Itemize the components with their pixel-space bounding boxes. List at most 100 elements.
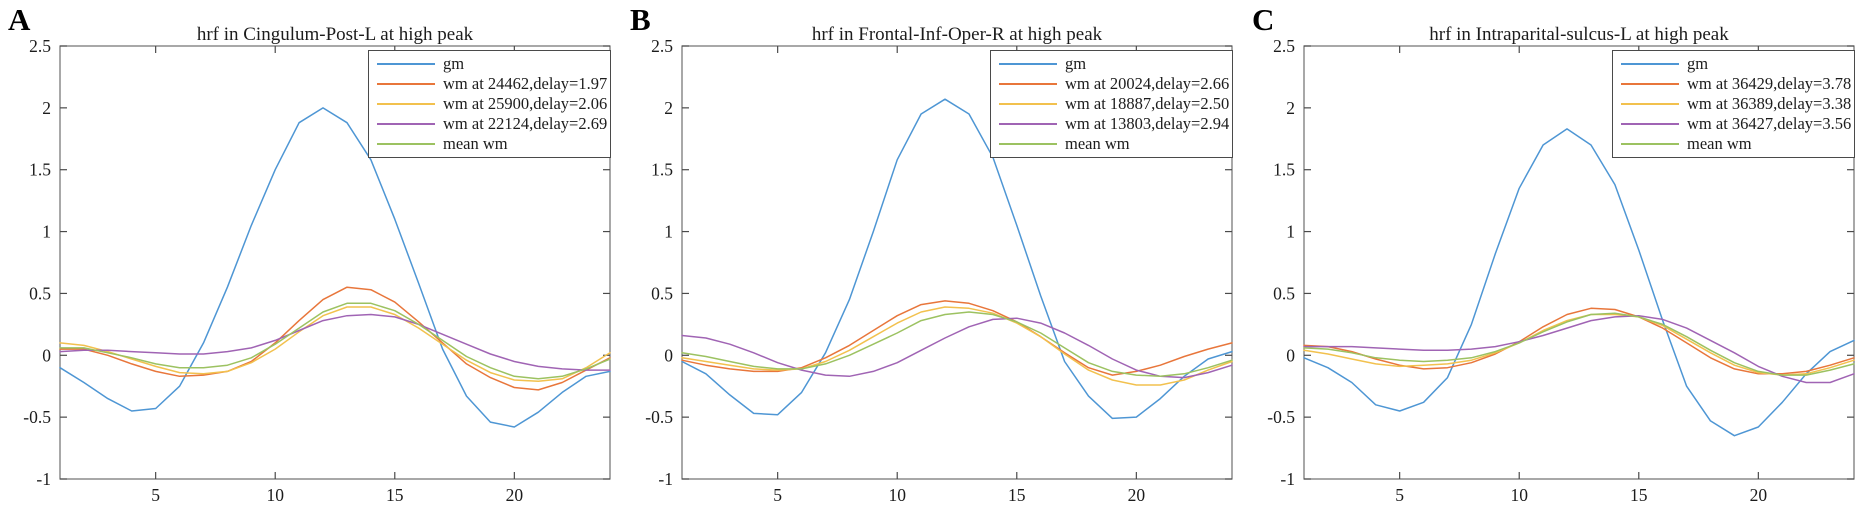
legend-line-sample (999, 123, 1057, 125)
legend-label: gm (1065, 54, 1087, 73)
legend-label: wm at 22124,delay=2.69 (443, 114, 608, 133)
legend-label: mean wm (1065, 134, 1130, 153)
legend-label: gm (443, 54, 465, 73)
x-tick-label: 5 (773, 485, 782, 505)
legend-label: mean wm (443, 134, 508, 153)
x-axis: 5 10 15 20 (1395, 46, 1767, 505)
y-tick-label: -1 (658, 469, 673, 489)
legend-item-wm-at-36427-delay-3-56: wm at 36427,delay=3.56 (1613, 114, 1854, 134)
y-tick-label: 0 (42, 345, 51, 365)
y-tick-label: 2 (42, 98, 51, 118)
y-tick-label: -1 (1280, 469, 1295, 489)
y-tick-label: 1.5 (29, 160, 51, 180)
y-tick-label: -1 (36, 469, 51, 489)
legend-label: wm at 20024,delay=2.66 (1065, 74, 1230, 93)
legend-line-sample (999, 103, 1057, 105)
y-tick-label: 1 (664, 222, 673, 242)
y-tick-label: 1.5 (651, 160, 673, 180)
series-gm (59, 107, 611, 428)
legend-item-gm: gm (991, 54, 1232, 74)
x-tick-label: 15 (386, 485, 404, 505)
panel-letter-b: B (630, 2, 651, 37)
x-tick-label: 10 (266, 485, 284, 505)
panel-letter-c: C (1252, 2, 1275, 37)
legend-item-wm-at-24462-delay-1-97: wm at 24462,delay=1.97 (369, 74, 610, 94)
panel-letter-a: A (8, 2, 31, 37)
legend-item-gm: gm (1613, 54, 1854, 74)
series-wm-at-24462-delay-1-97 (59, 286, 611, 391)
x-axis: 5 10 15 20 (151, 46, 523, 505)
legend-b: gm wm at 20024,delay=2.66 wm at 18887,dela… (990, 50, 1233, 158)
series-wm-at-22124-delay-2-69 (59, 313, 611, 371)
y-tick-label: 0 (664, 345, 673, 365)
legend-label: wm at 36427,delay=3.56 (1687, 114, 1852, 133)
y-tick-label: 2.5 (29, 36, 51, 56)
y-tick-label: 1 (1286, 222, 1295, 242)
legend-line-sample (1621, 123, 1679, 125)
y-tick-label: 2.5 (1273, 36, 1295, 56)
series-mean-wm (1303, 312, 1855, 376)
panel-b: B hrf in Frontal-Inf-Oper-R at high peak… (622, 0, 1244, 508)
y-tick-label: 0 (1286, 345, 1295, 365)
legend-item-wm-at-18887-delay-2-50: wm at 18887,delay=2.50 (991, 94, 1232, 114)
legend-item-wm-at-22124-delay-2-69: wm at 22124,delay=2.69 (369, 114, 610, 134)
plot-area-c: 5 10 15 20 -1 -0.5 0 0.5 1 1.5 2 2.5 (1267, 36, 1855, 505)
x-tick-label: 10 (888, 485, 906, 505)
series-wm-at-18887-delay-2-50 (681, 306, 1233, 386)
legend-item-wm-at-36389-delay-3-38: wm at 36389,delay=3.38 (1613, 94, 1854, 114)
legend-line-sample (999, 63, 1057, 65)
y-tick-label: -0.5 (23, 407, 51, 427)
y-axis: -1 -0.5 0 0.5 1 1.5 2 2.5 (23, 36, 610, 489)
series-wm-at-36427-delay-3-56 (1303, 314, 1855, 384)
legend-line-sample (1621, 63, 1679, 65)
series-gm (681, 98, 1233, 420)
y-tick-label: 2.5 (651, 36, 673, 56)
legend-line-sample (377, 83, 435, 85)
axes-frame (681, 45, 1233, 480)
legend-line-sample (1621, 83, 1679, 85)
plot-area-a: 5 10 15 20 -1 -0.5 0 0.5 1 1.5 2 2.5 (23, 36, 611, 505)
x-tick-label: 15 (1630, 485, 1648, 505)
x-tick-label: 20 (1128, 485, 1146, 505)
series-wm-at-13803-delay-2-94 (681, 317, 1233, 379)
legend-label: wm at 25900,delay=2.06 (443, 94, 608, 113)
legend-line-sample (1621, 103, 1679, 105)
axes-frame (1303, 45, 1855, 480)
x-tick-label: 20 (506, 485, 524, 505)
panel-c: C hrf in Intraparital-sulcus-L at high p… (1244, 0, 1866, 508)
y-axis: -1 -0.5 0 0.5 1 1.5 2 2.5 (645, 36, 1232, 489)
x-tick-label: 20 (1750, 485, 1768, 505)
legend-a: gm wm at 24462,delay=1.97 wm at 25900,dela… (368, 50, 611, 158)
series-mean-wm (59, 302, 611, 380)
axes-frame (59, 45, 611, 480)
series-wm-at-36429-delay-3-78 (1303, 307, 1855, 375)
legend-item-mean-wm: mean wm (991, 134, 1232, 154)
y-tick-label: 0.5 (1273, 283, 1295, 303)
legend-line-sample (1621, 143, 1679, 145)
chart-title-a: hrf in Cingulum-Post-L at high peak (196, 24, 474, 45)
y-tick-label: 1 (42, 222, 51, 242)
legend-label: wm at 24462,delay=1.97 (443, 74, 608, 93)
y-tick-label: -0.5 (645, 407, 673, 427)
y-tick-label: 1.5 (1273, 160, 1295, 180)
legend-label: mean wm (1687, 134, 1752, 153)
legend-line-sample (377, 63, 435, 65)
legend-item-wm-at-36429-delay-3-78: wm at 36429,delay=3.78 (1613, 74, 1854, 94)
legend-line-sample (377, 143, 435, 145)
chart-title-c: hrf in Intraparital-sulcus-L at high pea… (1429, 24, 1729, 45)
legend-item-wm-at-25900-delay-2-06: wm at 25900,delay=2.06 (369, 94, 610, 114)
x-tick-label: 10 (1510, 485, 1528, 505)
x-tick-label: 15 (1008, 485, 1026, 505)
y-tick-label: 0.5 (651, 283, 673, 303)
legend-item-wm-at-13803-delay-2-94: wm at 13803,delay=2.94 (991, 114, 1232, 134)
series-wm-at-25900-delay-2-06 (59, 306, 611, 383)
legend-c: gm wm at 36429,delay=3.78 wm at 36389,dela… (1612, 50, 1855, 158)
chart-title-b: hrf in Frontal-Inf-Oper-R at high peak (811, 24, 1103, 45)
series-mean-wm (681, 311, 1233, 378)
legend-label: wm at 18887,delay=2.50 (1065, 94, 1230, 113)
legend-label: wm at 36429,delay=3.78 (1687, 74, 1852, 93)
plot-area-b: 5 10 15 20 -1 -0.5 0 0.5 1 1.5 2 2.5 (645, 36, 1233, 505)
legend-item-mean-wm: mean wm (1613, 134, 1854, 154)
legend-line-sample (377, 103, 435, 105)
